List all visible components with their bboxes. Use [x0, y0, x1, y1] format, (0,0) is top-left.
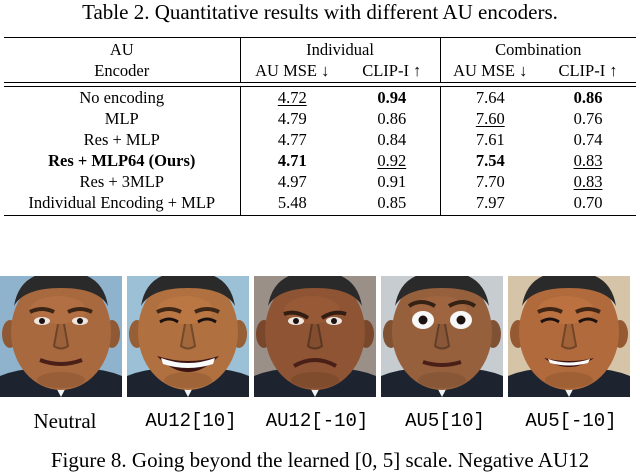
table-row: MLP 4.79 0.86 7.60 0.76	[4, 108, 636, 129]
face-label-neutral: Neutral	[33, 409, 97, 433]
face-label-au12-neg: AU12[-10]	[265, 410, 369, 432]
comb-clip-cell: 0.76	[573, 109, 603, 128]
face-strip	[0, 276, 640, 397]
comb-mse-cell: 7.54	[475, 151, 505, 170]
table-row: Res + MLP64 (Ours) 4.71 0.92 7.54 0.83	[4, 150, 636, 171]
face-image-au5-pos	[381, 276, 503, 397]
ind-clip-cell: 0.92	[344, 150, 441, 171]
face-image-au5-neg	[508, 276, 630, 397]
encoder-cell: Res + MLP	[4, 129, 241, 150]
ind-mse-cell: 5.48	[240, 192, 344, 216]
face-label-au12-pos: AU12[10]	[145, 410, 237, 432]
ind-mse-cell: 4.97	[277, 172, 307, 191]
comb-clip-cell: 0.70	[540, 192, 636, 216]
ind-mse-cell: 4.71	[277, 151, 307, 170]
ind-clip-cell: 0.91	[344, 171, 441, 192]
header-comb-mse: AU MSE ↓	[440, 60, 540, 83]
table-row: Res + 3MLP 4.97 0.91 7.70 0.83	[4, 171, 636, 192]
ind-clip-cell: 0.86	[344, 108, 441, 129]
header-ind-mse: AU MSE ↓	[240, 60, 344, 83]
face-image-au12-pos	[127, 276, 249, 397]
comb-mse-cell: 7.97	[440, 192, 540, 216]
header-row-1: AU Individual Combination	[4, 37, 636, 60]
face-image-neutral	[0, 276, 122, 397]
comb-clip-cell: 0.74	[573, 130, 603, 149]
header-comb-clip: CLIP-I ↑	[540, 60, 636, 83]
figure-caption: Figure 8. Going beyond the learned [0, 5…	[50, 448, 590, 472]
comb-mse-cell: 7.60	[475, 109, 505, 128]
ind-clip-cell: 0.84	[344, 129, 441, 150]
ind-mse-cell: 4.77	[277, 130, 307, 149]
encoder-cell: Res + MLP64 (Ours)	[4, 150, 241, 171]
header-row-2: Encoder AU MSE ↓ CLIP-I ↑ AU MSE ↓ CLIP-…	[4, 60, 636, 83]
ind-clip-cell: 0.94	[344, 86, 441, 108]
header-encoder: Encoder	[4, 60, 241, 83]
ind-clip-cell: 0.85	[344, 192, 441, 216]
encoder-cell: No encoding	[4, 86, 241, 108]
face-labels: Neutral AU12[10] AU12[-10] AU5[10] AU5[-…	[0, 408, 640, 436]
comb-clip-cell: 0.86	[540, 86, 636, 108]
comb-clip-cell: 0.83	[573, 172, 603, 191]
results-table: AU Individual Combination Encoder AU MSE…	[4, 37, 636, 216]
comb-clip-cell: 0.83	[573, 151, 603, 170]
ind-mse-cell: 4.79	[277, 109, 307, 128]
encoder-cell: Res + 3MLP	[4, 171, 241, 192]
header-combination: Combination	[440, 37, 636, 60]
header-au: AU	[4, 37, 241, 60]
table-row: No encoding 4.72 0.94 7.64 0.86	[4, 86, 636, 108]
table-row: Res + MLP 4.77 0.84 7.61 0.74	[4, 129, 636, 150]
encoder-cell: MLP	[4, 108, 241, 129]
face-label-au5-neg: AU5[-10]	[525, 410, 617, 432]
face-image-au12-neg	[254, 276, 376, 397]
comb-mse-cell: 7.70	[475, 172, 505, 191]
table-caption: Table 2. Quantitative results with diffe…	[82, 0, 558, 24]
table-row: Individual Encoding + MLP 5.48 0.85 7.97…	[4, 192, 636, 216]
face-label-au5-pos: AU5[10]	[405, 410, 485, 432]
header-individual: Individual	[240, 37, 441, 60]
comb-mse-cell: 7.61	[475, 130, 505, 149]
encoder-cell: Individual Encoding + MLP	[4, 192, 241, 216]
ind-mse-cell: 4.72	[240, 86, 344, 108]
header-ind-clip: CLIP-I ↑	[344, 60, 441, 83]
comb-mse-cell: 7.64	[440, 86, 540, 108]
